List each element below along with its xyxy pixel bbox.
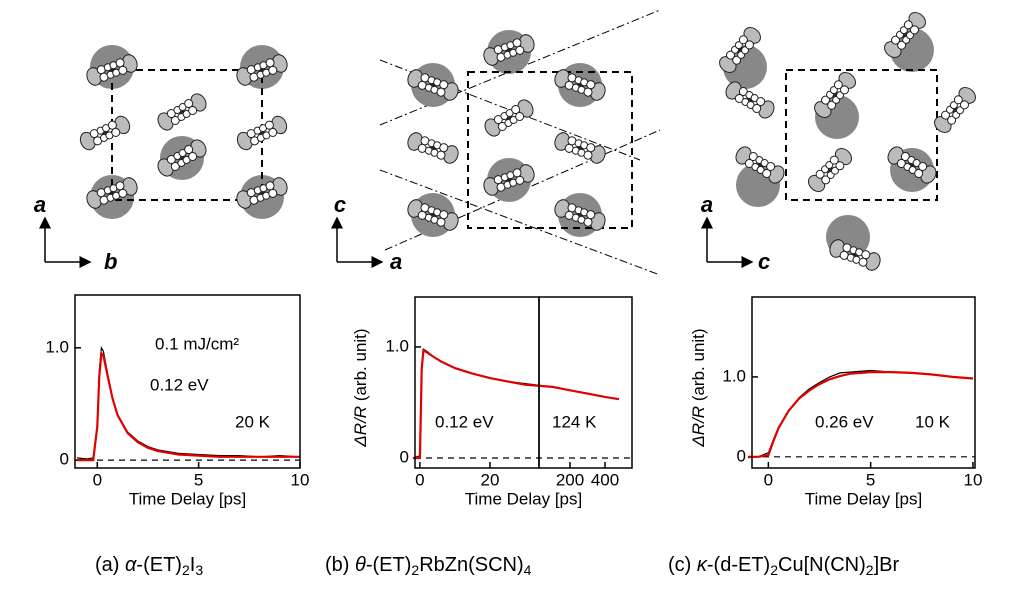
plot-frame (752, 297, 975, 468)
y-tick-label: 1.0 (385, 336, 409, 355)
caption-part: (c) (668, 554, 697, 576)
x-tick-label: 0 (93, 470, 102, 489)
y-tick-label: 0 (737, 446, 746, 465)
caption-part: -(d-ET) (707, 554, 770, 576)
caption-part: Cu[N(CN) (778, 554, 866, 576)
x-tick-label: 10 (291, 470, 310, 489)
y-axis-label: ΔR/R (arb. unit) (689, 328, 708, 447)
crystal-structure: a c (701, 9, 979, 274)
y-tick-label: 1.0 (722, 366, 746, 385)
caption-part: RbZn(SCN) (419, 554, 523, 576)
caption-part: 3 (195, 562, 203, 578)
crystal-structure: c a (334, 10, 660, 275)
x-tick-label: 5 (866, 470, 875, 489)
caption-part: θ (355, 554, 366, 576)
caption-part: 2 (411, 562, 419, 578)
y-tick-label: 1.0 (45, 337, 69, 356)
data-line (413, 350, 619, 458)
caption-part: 2 (866, 562, 874, 578)
axis-letter: c (334, 192, 346, 217)
caption-part: (a) (95, 554, 125, 576)
x-tick-label: 0 (415, 470, 424, 489)
data-line (77, 353, 300, 460)
annotation: 20 K (235, 412, 271, 431)
x-tick-label: 5 (194, 470, 203, 489)
x-axis-label: Time Delay [ps] (805, 489, 922, 508)
y-axis-label-part: ΔR/R (351, 406, 370, 448)
caption-part: (b) (325, 554, 355, 576)
plot-frame (539, 297, 632, 468)
figure: a b c a a c (a) α-(ET)2I3 (b) θ-(ET)2RbZ… (0, 0, 1018, 590)
x-tick-label: 20 (480, 470, 499, 489)
x-axis-label: Time Delay [ps] (465, 489, 582, 508)
axis-letter: b (104, 249, 117, 274)
caption-part: 2 (182, 562, 190, 578)
caption: (c) κ-(d-ET)2Cu[N(CN)2]Br (668, 554, 899, 577)
caption-part: -(ET) (136, 554, 182, 576)
x-axis-label: Time Delay [ps] (129, 489, 246, 508)
y-axis-label-part: (arb. unit) (689, 328, 708, 405)
y-tick-label: 0 (60, 450, 69, 469)
y-tick-label: 0 (400, 447, 409, 466)
annotation: 124 K (552, 412, 597, 431)
x-tick-label: 400 (591, 470, 619, 489)
y-axis-label-part: (arb. unit) (351, 328, 370, 405)
caption: (a) α-(ET)2I3 (95, 554, 203, 577)
axis-letter: a (390, 249, 402, 274)
axis-letter: c (758, 249, 770, 274)
caption-part: 4 (524, 562, 532, 578)
crystal-structure: a b (34, 45, 290, 274)
x-tick-label: 200 (556, 470, 584, 489)
caption-part: -(ET) (366, 554, 412, 576)
data-line (77, 348, 300, 459)
axis-letter: a (34, 192, 46, 217)
caption-part: α (125, 554, 137, 576)
y-axis-label-part: ΔR/R (689, 406, 708, 448)
x-tick-label: 0 (764, 470, 773, 489)
annotation: 0.12 eV (150, 375, 209, 394)
axis-letter: a (701, 192, 713, 217)
caption-part: 2 (770, 562, 778, 578)
caption: (b) θ-(ET)2RbZn(SCN)4 (325, 554, 532, 577)
annotation: 0.26 eV (815, 412, 874, 431)
annotation: 0.12 eV (435, 412, 494, 431)
annotation: 0.1 mJ/cm² (155, 334, 239, 353)
y-axis-label: ΔR/R (arb. unit) (351, 328, 370, 447)
x-tick-label: 10 (963, 470, 982, 489)
data-line (413, 349, 619, 458)
caption-part: ]Br (874, 554, 900, 576)
annotation: 10 K (915, 412, 951, 431)
